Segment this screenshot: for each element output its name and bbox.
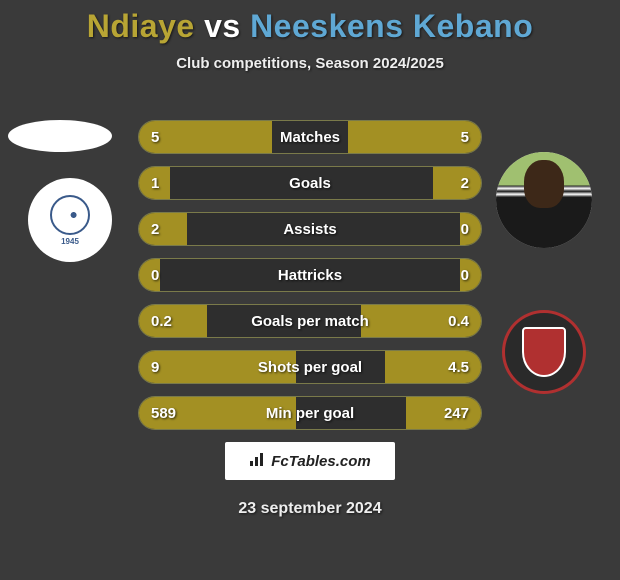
club-badge-inner: 1945 [28, 178, 112, 262]
stat-label: Min per goal [139, 397, 481, 430]
stat-row: Assists2 0 [138, 212, 482, 246]
avatar-photo [496, 152, 592, 248]
stat-value-right: 0 [461, 213, 469, 246]
stat-value-right: 2 [461, 167, 469, 200]
chart-icon [249, 451, 265, 472]
shield-icon [522, 327, 566, 377]
stat-label: Goals per match [139, 305, 481, 338]
club-badge-inner [505, 313, 583, 391]
player2-avatar [496, 152, 592, 248]
stat-label: Goals [139, 167, 481, 200]
stat-value-left: 1 [151, 167, 159, 200]
player1-club-badge: 1945 [28, 178, 112, 262]
brand-badge: FcTables.com [225, 442, 395, 480]
stat-value-left: 0 [151, 259, 159, 292]
stat-value-right: 4.5 [448, 351, 469, 384]
stat-label: Hattricks [139, 259, 481, 292]
stat-value-right: 5 [461, 121, 469, 154]
stat-row: Shots per goal9 4.5 [138, 350, 482, 384]
stat-row: Goals per match0.2 0.4 [138, 304, 482, 338]
stat-value-left: 5 [151, 121, 159, 154]
subtitle: Club competitions, Season 2024/2025 [0, 55, 620, 72]
stat-label: Shots per goal [139, 351, 481, 384]
stat-label: Assists [139, 213, 481, 246]
stat-value-right: 0.4 [448, 305, 469, 338]
stat-row: Hattricks0 0 [138, 258, 482, 292]
footer-date: 23 september 2024 [0, 500, 620, 518]
stat-row: Goals1 2 [138, 166, 482, 200]
stat-label: Matches [139, 121, 481, 154]
comparison-title: Ndiaye vs Neeskens Kebano [0, 0, 620, 45]
player2-name: Neeskens Kebano [250, 8, 533, 44]
brand-text: FcTables.com [271, 453, 370, 470]
player1-avatar [8, 120, 112, 152]
stat-value-left: 0.2 [151, 305, 172, 338]
player1-name: Ndiaye [87, 8, 195, 44]
stat-value-left: 589 [151, 397, 176, 430]
stat-value-left: 9 [151, 351, 159, 384]
stats-panel: Matches55Goals12Assists20Hattricks00Goal… [138, 120, 482, 442]
soccer-ball-icon [50, 195, 90, 235]
player2-club-badge [502, 310, 586, 394]
stat-row: Min per goal589 247 [138, 396, 482, 430]
stat-value-right: 0 [461, 259, 469, 292]
stat-value-left: 2 [151, 213, 159, 246]
stat-value-right: 247 [444, 397, 469, 430]
vs-label: vs [204, 8, 241, 44]
stat-row: Matches5 5 [138, 120, 482, 154]
avatar-head [524, 160, 564, 208]
club-year: 1945 [61, 237, 79, 246]
